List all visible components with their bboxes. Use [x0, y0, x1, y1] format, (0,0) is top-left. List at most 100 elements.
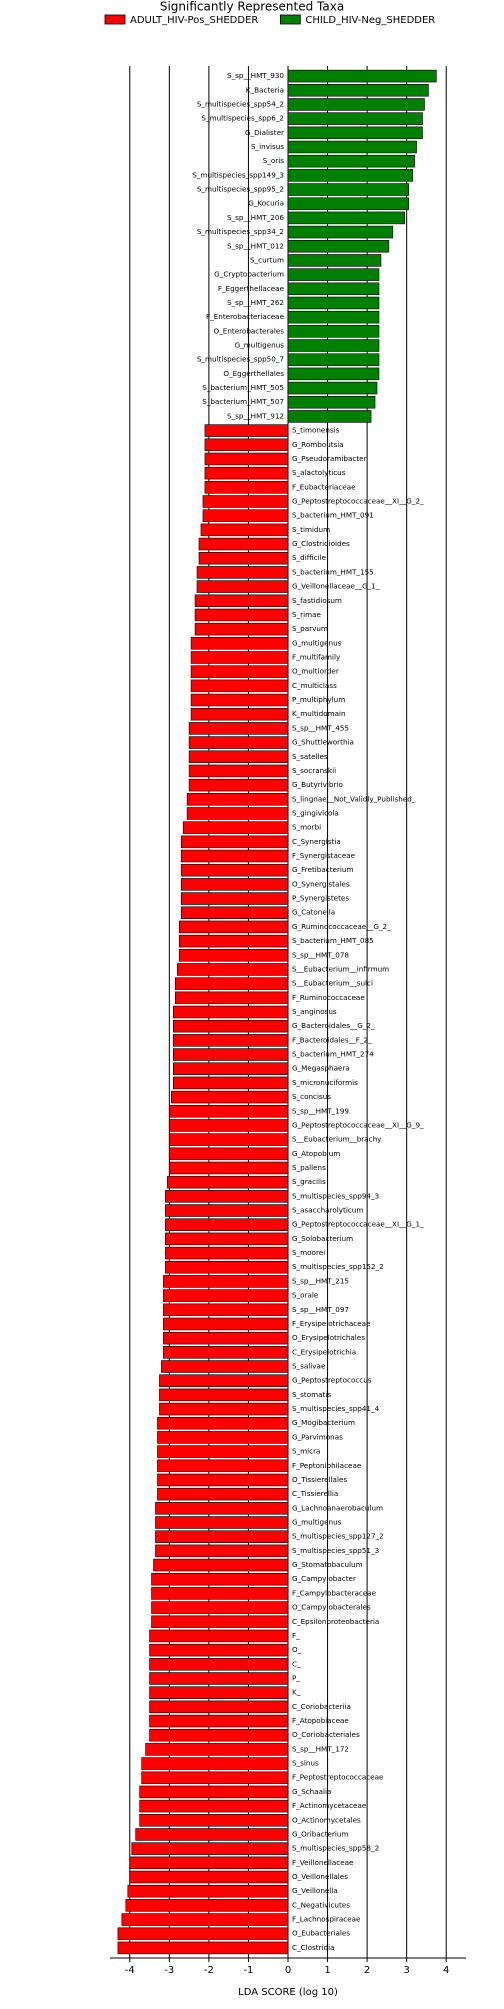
bar-label: G_Parvimonas	[292, 1432, 343, 1441]
bar-label: G_Peptostreptococcus	[292, 1376, 372, 1385]
legend-swatch	[104, 14, 126, 25]
bar-label: G_Peptostreptococcaceae__XI__G_9_	[292, 1120, 424, 1129]
bar-label: O_	[292, 1645, 302, 1654]
bar-label: F_	[292, 1631, 300, 1640]
bar-label: F_Eggerthellaceae	[218, 284, 285, 293]
bar-label: O_Erysipelotrichales	[292, 1333, 365, 1342]
bar	[171, 1090, 289, 1104]
x-tick-label: 4	[443, 1965, 449, 1976]
bar	[151, 1615, 289, 1629]
bar	[180, 863, 289, 877]
bar-label: O_Eggerthellales	[223, 369, 284, 378]
bar-label: S_gracilis	[292, 1177, 326, 1186]
x-tick-label: -1	[243, 1965, 253, 1976]
bar-label: F_Synergistaceae	[292, 851, 356, 860]
bar-label: F_Peptostreptococcaceae	[292, 1773, 384, 1782]
bar	[172, 1019, 289, 1033]
bar-label: S_sp__HMT_930	[227, 71, 284, 80]
bar-label: K_multidomain	[292, 709, 346, 718]
bar	[169, 1147, 289, 1161]
bar	[188, 736, 289, 749]
bar	[169, 1161, 289, 1175]
bar-label: G_multigenus	[292, 1517, 342, 1526]
bar	[121, 1913, 289, 1926]
legend-label: ADULT_HIV-Pos_SHEDDER	[130, 15, 258, 26]
bar	[186, 807, 289, 820]
bar-label: S_bacterium_HMT_507	[202, 397, 284, 406]
bar-label: G_Peptostreptococcaceae__XI__G_1_	[292, 1220, 424, 1229]
bar	[149, 1714, 289, 1728]
bar-label: C_Epsilonproteobacteria	[292, 1617, 379, 1626]
bar-label: S_difficile	[292, 553, 327, 562]
bar-label: C_	[292, 1659, 301, 1668]
bar	[178, 920, 289, 934]
bar	[153, 1558, 289, 1572]
bar-label: G_Catonella	[292, 908, 335, 917]
bar-label: G_Ruminococcaceae__G_2_	[292, 922, 391, 931]
bar	[190, 651, 289, 664]
bar	[165, 1232, 289, 1246]
bar	[204, 466, 289, 480]
bar	[196, 566, 289, 579]
bar	[204, 424, 289, 437]
bar-label: C_Clostridia	[292, 1943, 335, 1952]
bar-label: S_multispecies_spp51_3	[292, 1546, 379, 1555]
bar	[202, 495, 289, 508]
bar	[125, 1899, 289, 1912]
bar	[198, 551, 289, 565]
bar-label: S_pallens	[292, 1163, 326, 1172]
bar-label: S_moorei	[292, 1248, 325, 1257]
bar-label: S_lingnae__Not_Validly_Published_	[292, 794, 416, 803]
bar	[157, 1473, 289, 1487]
bar-label: S_multispecies_spp50_7	[197, 355, 284, 364]
bar	[287, 126, 423, 140]
bar-label: G_Atopobium	[292, 1149, 340, 1158]
bar-label: G_Mogibacterium	[292, 1418, 355, 1427]
bar	[155, 1502, 289, 1515]
bar	[159, 1402, 289, 1416]
bar-label: O_Tissierellales	[292, 1475, 347, 1484]
bar-label: G_Clostridioides	[292, 539, 350, 548]
bar	[287, 410, 372, 423]
bar	[149, 1686, 289, 1699]
bar	[287, 296, 380, 310]
bar	[167, 1175, 289, 1189]
bar	[180, 835, 289, 849]
bar-label: G_Lachnoanaerobaculum	[292, 1503, 383, 1512]
bar	[155, 1544, 289, 1558]
x-tick-label: -3	[164, 1965, 174, 1976]
bar	[287, 282, 380, 296]
bar-label: S_timidum	[292, 525, 330, 534]
bar	[287, 112, 423, 125]
bar	[204, 438, 289, 452]
bar	[287, 353, 380, 366]
bar-label: S_bacterium_HMT_274	[292, 1050, 374, 1059]
bar-label: G_Peptostreptococcaceae__XI__G_2_	[292, 497, 424, 506]
bar	[178, 949, 289, 962]
bar-label: G_Pseudoramibacter	[292, 454, 367, 463]
bar-label: S_multispecies_spp58_2	[292, 1844, 379, 1853]
bar	[180, 892, 289, 905]
bar	[165, 1218, 289, 1231]
bar	[194, 594, 289, 608]
bar-label: S_alactolyticus	[292, 468, 346, 477]
bar-label: C_Erysipelotrichia	[292, 1347, 356, 1356]
bar	[172, 1062, 289, 1075]
bar-label: S_gingivicola	[292, 808, 339, 817]
bar	[188, 722, 289, 735]
bar-label: S_morbi	[292, 823, 321, 832]
bar	[117, 1927, 289, 1940]
bar	[172, 1005, 289, 1019]
bar	[190, 637, 289, 650]
bar-label: S_multispecies_spp54_2	[197, 99, 284, 108]
bar-label: G_multigenus	[292, 638, 342, 647]
x-tick-label: -2	[204, 1965, 214, 1976]
bar-label: F_Campylobacteraceae	[292, 1588, 377, 1597]
bar-label: S__Eubacterium__brachy	[292, 1135, 382, 1144]
x-tick-label: 2	[364, 1965, 370, 1976]
bar	[287, 225, 394, 239]
bar	[139, 1785, 289, 1799]
bar	[157, 1445, 289, 1458]
bar	[287, 154, 415, 168]
bar-label: F_Enterobacteriaceae	[206, 312, 285, 321]
